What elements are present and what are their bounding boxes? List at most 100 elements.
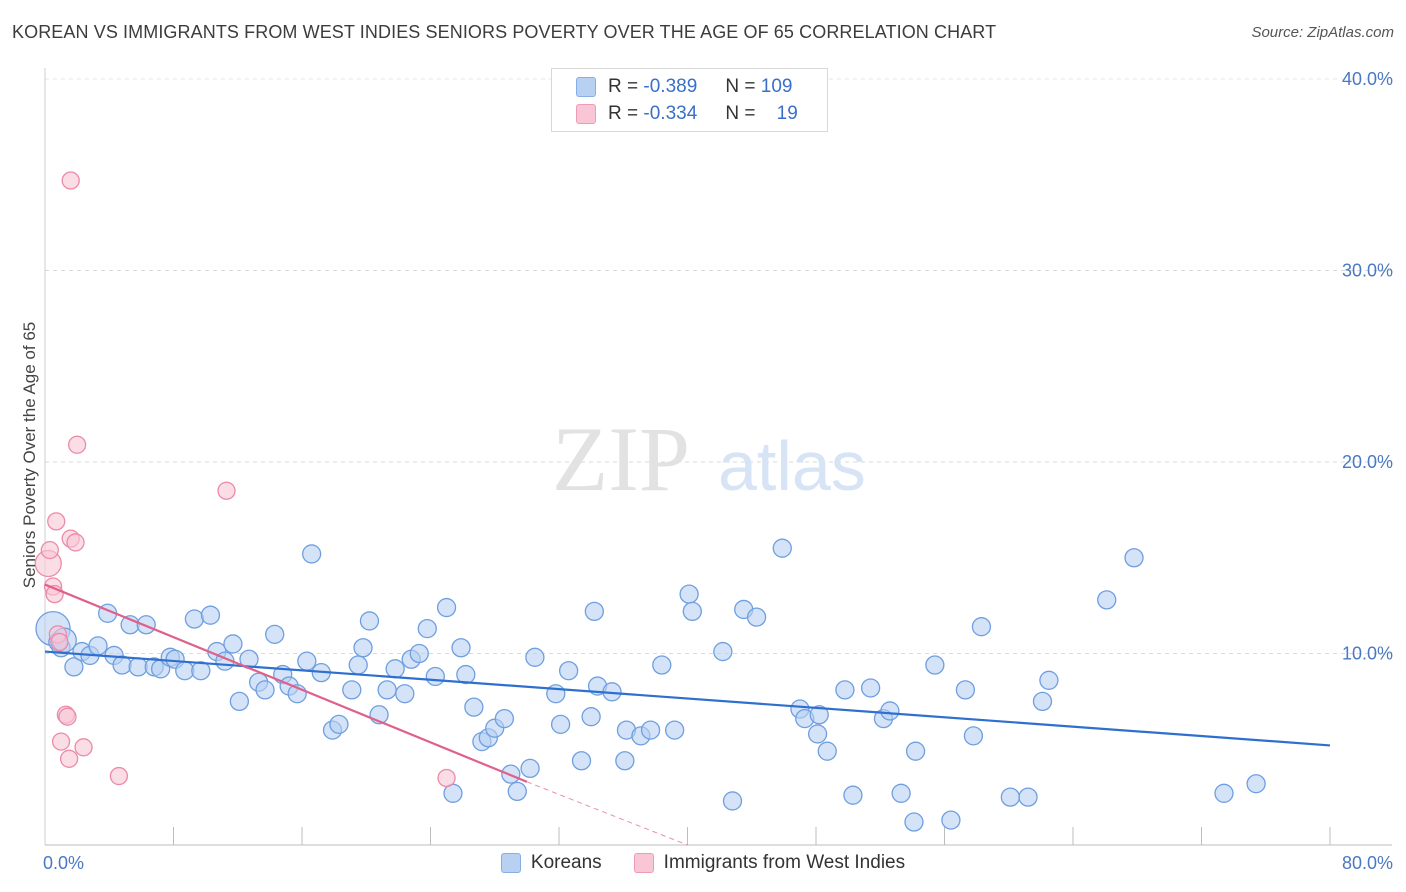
- korean-point: [880, 701, 900, 721]
- west-indies-point: [51, 732, 71, 751]
- legend-item-koreans: Koreans: [500, 852, 602, 874]
- n-label: N =: [725, 76, 756, 97]
- korean-point: [359, 611, 380, 631]
- korean-point: [525, 647, 545, 667]
- correlation-legend: R = -0.389 N = 109 R = -0.334 N = 19: [551, 68, 828, 132]
- watermark-zip: ZIP: [552, 408, 690, 510]
- korean-point: [417, 618, 437, 639]
- legend-label: Immigrants from West Indies: [663, 852, 906, 873]
- korean-point: [520, 758, 540, 779]
- korean-point: [175, 661, 195, 681]
- korean-point: [584, 601, 604, 622]
- korean-point: [128, 657, 148, 677]
- korean-point: [348, 655, 368, 675]
- korean-point: [963, 726, 984, 746]
- west-indies-point: [109, 766, 129, 786]
- y-tick-label: 30.0%: [1342, 261, 1393, 281]
- west-indies-point: [66, 533, 85, 552]
- korean-point: [941, 810, 961, 830]
- korean-point: [925, 655, 945, 675]
- korean-point: [1000, 787, 1021, 807]
- korean-point: [746, 607, 767, 627]
- korean-point: [255, 680, 275, 700]
- korean-point: [329, 714, 349, 735]
- korean-point: [494, 708, 515, 729]
- n-label: N =: [725, 103, 756, 124]
- korean-point: [955, 680, 976, 700]
- x-tick-label: 0.0%: [43, 853, 84, 873]
- korean-point: [652, 655, 672, 675]
- legend-row-west-indies: R = -0.334 N = 19: [576, 102, 798, 126]
- west-indies-trend-extension: [526, 781, 688, 846]
- korean-point: [200, 605, 221, 625]
- korean-point: [395, 684, 415, 704]
- y-tick-label: 40.0%: [1342, 69, 1393, 89]
- koreans-swatch: [500, 853, 521, 873]
- korean-point: [860, 678, 881, 698]
- korean-point: [342, 680, 362, 700]
- korean-point: [581, 707, 601, 727]
- n-value: 109: [760, 76, 793, 97]
- korean-point: [640, 720, 661, 740]
- source-label: Source: ZipAtlas.com: [1251, 24, 1394, 41]
- r-value: -0.389: [643, 76, 698, 97]
- korean-point: [1214, 783, 1234, 803]
- korean-point: [891, 783, 911, 803]
- korean-point: [682, 601, 702, 622]
- korean-point: [464, 697, 484, 717]
- korean-point: [88, 636, 108, 656]
- korean-point: [679, 584, 699, 604]
- series-legend: Koreans Immigrants from West Indies: [0, 852, 1406, 874]
- korean-point: [301, 544, 322, 564]
- korean-point: [353, 638, 373, 658]
- korean-point: [64, 657, 84, 677]
- gridlines: [45, 78, 1392, 654]
- west-indies-swatch: [633, 853, 654, 873]
- tick-labels: 10.0% 20.0% 30.0% 40.0% 0.0% 80.0%: [43, 69, 1393, 873]
- r-value: -0.334: [643, 103, 698, 124]
- korean-point: [425, 666, 445, 687]
- korean-point: [550, 714, 571, 735]
- y-tick-label: 10.0%: [1342, 644, 1393, 664]
- korean-point: [507, 781, 527, 802]
- legend-row-koreans: R = -0.389 N = 109: [576, 75, 792, 99]
- korean-point: [1246, 774, 1266, 794]
- korean-point: [904, 812, 924, 832]
- koreans-trend-line: [44, 650, 1331, 747]
- korean-point: [451, 638, 471, 658]
- korean-point: [571, 751, 592, 771]
- korean-point: [971, 617, 992, 637]
- korean-point: [1039, 670, 1059, 690]
- korean-point: [817, 741, 837, 761]
- korean-point: [136, 615, 156, 635]
- korean-point: [1097, 590, 1117, 610]
- korean-point: [409, 643, 429, 664]
- x-tick-label: 80.0%: [1342, 853, 1393, 873]
- korean-point: [809, 705, 829, 725]
- trend-lines: [44, 583, 1331, 846]
- koreans-swatch: [576, 77, 596, 97]
- west-indies-point: [217, 481, 236, 500]
- y-axis-label: Seniors Poverty Over the Age of 65: [20, 322, 39, 588]
- korean-point: [297, 651, 317, 671]
- korean-point: [265, 624, 285, 644]
- korean-point: [722, 791, 743, 811]
- r-label: R =: [608, 76, 639, 97]
- korean-point: [385, 659, 405, 679]
- y-tick-label: 20.0%: [1342, 452, 1393, 472]
- korean-point: [229, 691, 250, 712]
- west-indies-trend-line: [44, 583, 528, 783]
- korean-point: [713, 641, 733, 662]
- west-indies-point: [47, 512, 66, 531]
- korean-point: [377, 680, 397, 700]
- n-value: 19: [776, 103, 798, 124]
- korean-point: [843, 785, 863, 805]
- watermark-atlas: atlas: [718, 427, 866, 505]
- korean-point: [1032, 691, 1053, 712]
- korean-point: [456, 664, 476, 685]
- west-indies-point: [67, 435, 87, 454]
- west-indies-point: [61, 171, 80, 190]
- chart-title: KOREAN VS IMMIGRANTS FROM WEST INDIES SE…: [12, 22, 997, 42]
- r-label: R =: [608, 103, 639, 124]
